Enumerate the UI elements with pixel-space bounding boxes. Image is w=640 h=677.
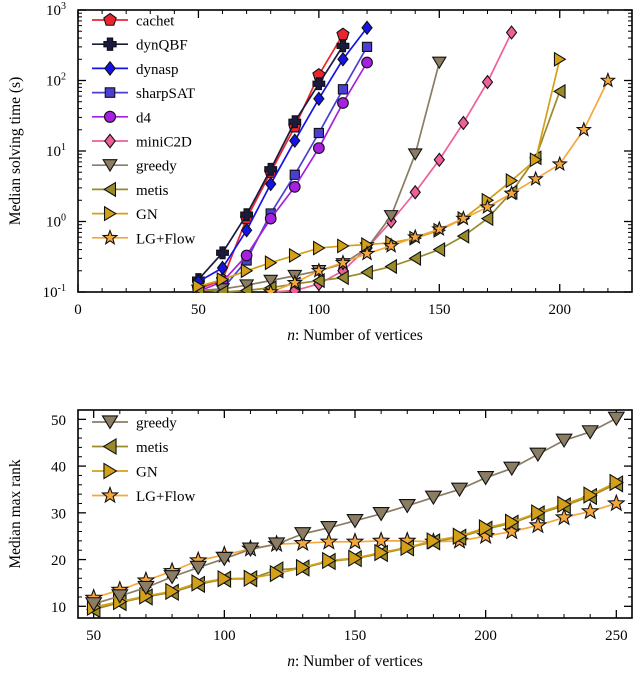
top-y-tick-label: 102	[46, 72, 66, 90]
top-y-tick-label: 101	[46, 142, 66, 160]
bottom-x-axis-title: n: Number of vertices	[287, 653, 423, 670]
bottom-series-group	[84, 411, 626, 619]
legend-label: miniC2D	[136, 135, 192, 151]
legend-item-gn[interactable]: GN	[92, 205, 158, 223]
legend-item-lg-flow[interactable]: LG+Flow	[92, 485, 195, 506]
top-chart-panel: 10-1 100 101 102 103 0 50 100 150 200 n: Number of…	[7, 1, 633, 344]
legend-label: greedy	[136, 159, 177, 175]
legend-item-lg-flow[interactable]: LG+Flow	[92, 228, 195, 248]
bottom-y-ticks: 10 20 30 40 50	[51, 413, 632, 616]
top-x-tick-label: 150	[428, 302, 451, 318]
legend-label: GN	[136, 465, 158, 481]
bottom-x-tick-label: 100	[213, 628, 236, 644]
legend-item-metis[interactable]: metis	[92, 437, 169, 456]
bottom-x-tick-label: 150	[344, 628, 367, 644]
legend-label: LG+Flow	[136, 231, 195, 247]
legend-label: LG+Flow	[136, 489, 195, 505]
legend-item-gn[interactable]: GN	[92, 462, 158, 481]
legend-label: d4	[136, 110, 152, 126]
series-greedy	[84, 411, 626, 612]
legend-item-sharpsat[interactable]: sharpSAT	[92, 86, 195, 102]
bottom-y-tick-label: 20	[51, 553, 66, 569]
legend-label: greedy	[136, 416, 177, 432]
series-lg-flow	[262, 71, 617, 293]
top-y-tick-label: 100	[46, 213, 66, 231]
legend-label: dynQBF	[136, 38, 188, 54]
legend-item-dynqbf[interactable]: dynQBF	[92, 37, 188, 54]
legend-item-greedy[interactable]: greedy	[92, 415, 177, 432]
bottom-y-tick-label: 30	[51, 506, 66, 522]
bottom-y-tick-label: 10	[51, 600, 66, 616]
series-dynqbf	[191, 39, 350, 287]
bottom-chart-legend: greedy metis GN LG+Flow	[92, 415, 195, 506]
legend-label: GN	[136, 207, 158, 223]
top-x-ticks: 0 50 100 150 200	[74, 10, 609, 318]
legend-label: cachet	[136, 14, 175, 30]
bottom-x-ticks: 50 100 150 200 250	[86, 410, 628, 644]
bottom-chart-panel: 10 20 30 40 50 50 100 150 200 250 n: Number of ver…	[0, 360, 640, 677]
bottom-plot-area: 10 20 30 40 50 50 100 150 200 250	[51, 409, 633, 644]
top-series-group	[190, 20, 617, 293]
legend-item-minic2d[interactable]: miniC2D	[92, 133, 192, 151]
legend-label: sharpSAT	[136, 86, 195, 102]
bottom-x-tick-label: 50	[86, 628, 101, 644]
top-x-axis-title: n: Number of vertices	[287, 327, 423, 344]
top-chart-legend: cachet dynQBF dynasp sharpSAT d4 miniC2D greed…	[92, 12, 195, 248]
series-metis	[191, 83, 566, 293]
bottom-y-tick-label: 40	[51, 460, 66, 476]
top-y-minor-ticks	[78, 12, 632, 272]
series-minic2d	[264, 25, 518, 293]
bottom-y-tick-label: 50	[51, 413, 66, 429]
bottom-x-tick-label: 200	[474, 628, 497, 644]
top-chart-svg: 10-1 100 101 102 103 0 50 100 150 200 n: Number of…	[7, 1, 633, 344]
top-x-tick-label: 0	[74, 302, 82, 318]
top-y-tick-label: 103	[46, 1, 66, 19]
top-x-tick-label: 100	[308, 302, 331, 318]
top-y-axis-title: Median solving time (s)	[7, 77, 24, 226]
top-plot-area: 10-1 100 101 102 103 0 50 100 150 200	[43, 1, 633, 318]
top-y-tick-label: 10-1	[43, 283, 66, 301]
series-cachet	[191, 27, 350, 293]
bottom-chart-svg: 10 20 30 40 50 50 100 150 200 250 n: Number of ver…	[7, 409, 633, 670]
legend-label: dynasp	[136, 62, 179, 78]
legend-item-cachet[interactable]: cachet	[92, 12, 175, 30]
legend-item-dynasp[interactable]: dynasp	[92, 60, 179, 78]
bottom-y-axis-title: Median max rank	[7, 459, 24, 569]
legend-item-d4[interactable]: d4	[92, 110, 152, 126]
bottom-x-tick-label: 250	[605, 628, 628, 644]
top-x-tick-label: 50	[191, 302, 206, 318]
top-x-tick-label: 200	[548, 302, 571, 318]
legend-item-metis[interactable]: metis	[92, 181, 169, 199]
legend-label: metis	[136, 440, 169, 456]
legend-item-greedy[interactable]: greedy	[92, 159, 177, 175]
legend-label: metis	[136, 183, 169, 199]
